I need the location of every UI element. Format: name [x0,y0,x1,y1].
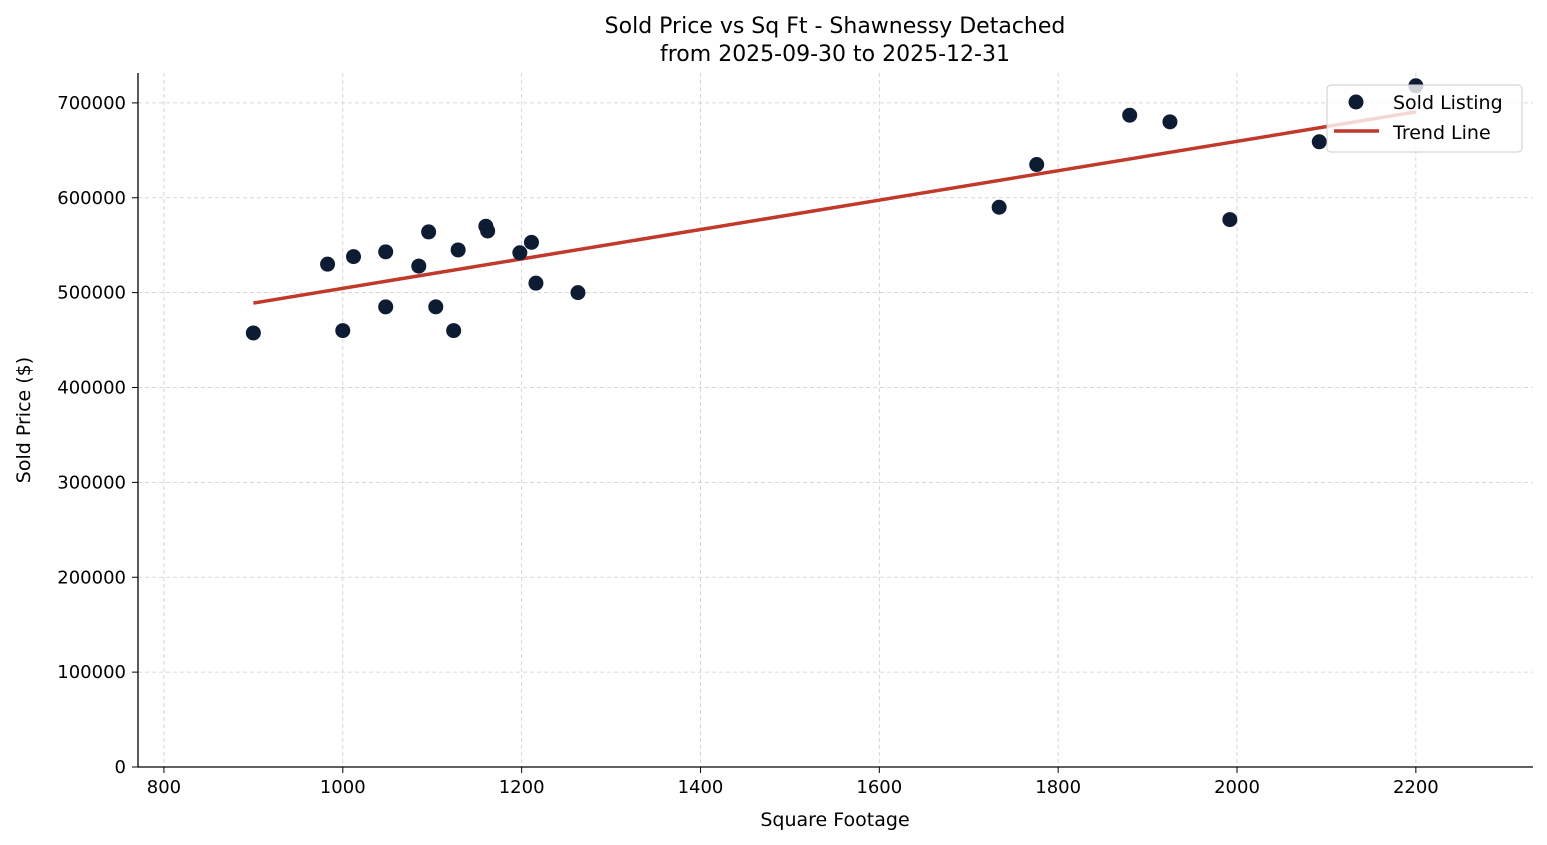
trend-line-layer [253,110,1417,305]
data-point [528,275,544,291]
chart-title: Sold Price vs Sq Ft - Shawnessy Detached [605,14,1066,39]
y-tick-label: 300000 [57,472,126,493]
y-tick-label: 600000 [57,188,126,209]
data-point [320,256,336,272]
data-point [378,299,394,315]
x-tick-label: 1600 [856,777,902,798]
legend-label-sold-listing: Sold Listing [1393,92,1503,114]
y-tick-label: 400000 [57,378,126,399]
chart-subtitle: from 2025-09-30 to 2025-12-31 [660,42,1010,67]
x-tick-label: 2200 [1393,777,1439,798]
legend: Sold Listing Trend Line [1326,84,1523,153]
trend-line [253,110,1417,305]
data-point [991,199,1007,215]
x-tick-label: 1200 [499,777,545,798]
legend-box [1326,84,1523,153]
x-axis-label: Square Footage [760,809,909,831]
data-point [1311,134,1327,150]
y-tick-label: 700000 [57,93,126,114]
y-tick-label: 100000 [57,662,126,683]
data-point [523,234,539,250]
points-layer [245,78,1424,341]
data-point [1029,157,1045,173]
y-tick-label: 200000 [57,567,126,588]
data-point [1222,212,1238,228]
data-point [245,325,261,341]
data-point [480,223,496,239]
data-point [421,224,437,240]
y-tick-label: 0 [115,757,126,778]
data-point [346,249,362,265]
y-axis-label: Sold Price ($) [13,357,35,483]
legend-marker-sold-listing [1348,94,1364,110]
data-point [428,299,444,315]
data-point [378,244,394,260]
data-point [450,242,466,258]
data-point [570,285,586,301]
axes: 800 1000 1200 1400 1600 1800 2000 2200 0 100000 20… [57,73,1533,798]
grid [138,73,1533,768]
x-tick-label: 2000 [1214,777,1260,798]
y-tick-label: 500000 [57,283,126,304]
data-point [1162,114,1178,130]
data-point [335,323,351,339]
legend-label-trend-line: Trend Line [1392,122,1491,144]
data-point [446,323,462,339]
data-point [1122,107,1138,123]
x-tick-label: 1800 [1035,777,1081,798]
data-point [411,258,427,274]
x-tick-label: 1400 [678,777,724,798]
data-point [512,245,528,261]
x-tick-label: 1000 [320,777,366,798]
x-tick-label: 800 [147,777,181,798]
